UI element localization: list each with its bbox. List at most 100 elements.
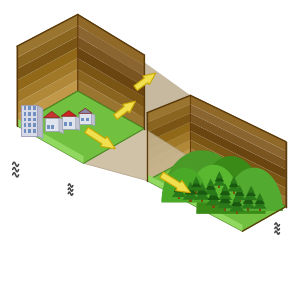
Polygon shape <box>64 122 67 126</box>
Polygon shape <box>212 203 215 208</box>
Polygon shape <box>210 193 212 197</box>
Polygon shape <box>245 192 257 200</box>
Polygon shape <box>61 111 76 116</box>
Polygon shape <box>231 197 243 206</box>
Polygon shape <box>178 195 180 199</box>
Polygon shape <box>59 118 63 134</box>
Polygon shape <box>162 150 242 202</box>
Polygon shape <box>190 183 203 191</box>
Polygon shape <box>241 199 255 209</box>
Polygon shape <box>147 174 242 231</box>
Polygon shape <box>78 108 92 113</box>
Polygon shape <box>190 104 286 160</box>
Polygon shape <box>221 190 230 199</box>
Polygon shape <box>33 118 36 121</box>
Polygon shape <box>204 185 218 194</box>
Polygon shape <box>235 188 244 196</box>
Polygon shape <box>255 196 265 204</box>
Polygon shape <box>147 113 190 142</box>
Polygon shape <box>256 193 264 201</box>
Polygon shape <box>224 207 226 211</box>
Polygon shape <box>78 58 144 108</box>
FancyArrow shape <box>85 127 115 149</box>
Polygon shape <box>219 194 231 203</box>
Polygon shape <box>78 47 144 97</box>
Polygon shape <box>191 179 201 187</box>
Polygon shape <box>184 185 196 194</box>
Polygon shape <box>24 112 26 116</box>
Polygon shape <box>17 47 78 92</box>
Polygon shape <box>44 118 59 131</box>
Polygon shape <box>214 174 224 181</box>
Polygon shape <box>83 129 190 181</box>
Polygon shape <box>183 189 198 200</box>
Polygon shape <box>78 14 190 158</box>
Polygon shape <box>190 140 286 197</box>
Polygon shape <box>236 210 238 214</box>
Polygon shape <box>190 149 286 207</box>
Polygon shape <box>86 118 89 121</box>
Polygon shape <box>52 125 54 129</box>
Polygon shape <box>28 106 31 110</box>
Polygon shape <box>78 69 144 118</box>
Polygon shape <box>28 123 31 127</box>
Polygon shape <box>17 80 78 126</box>
Polygon shape <box>190 113 286 169</box>
Polygon shape <box>147 122 190 151</box>
Polygon shape <box>229 179 239 187</box>
Polygon shape <box>195 190 197 194</box>
Polygon shape <box>233 191 246 200</box>
Polygon shape <box>224 198 226 202</box>
Polygon shape <box>81 118 84 121</box>
Polygon shape <box>233 190 235 194</box>
Polygon shape <box>198 182 206 190</box>
Polygon shape <box>189 198 192 202</box>
Polygon shape <box>91 113 95 126</box>
Polygon shape <box>78 36 144 86</box>
Polygon shape <box>28 112 31 116</box>
Polygon shape <box>213 177 226 186</box>
Polygon shape <box>207 190 220 200</box>
Polygon shape <box>78 14 144 65</box>
Polygon shape <box>17 58 78 103</box>
Polygon shape <box>28 129 31 133</box>
Polygon shape <box>190 131 286 188</box>
Polygon shape <box>17 25 78 69</box>
Polygon shape <box>232 194 241 202</box>
Polygon shape <box>78 80 144 129</box>
Polygon shape <box>76 116 80 131</box>
Polygon shape <box>225 168 283 211</box>
Polygon shape <box>69 122 72 126</box>
Polygon shape <box>186 181 195 190</box>
Polygon shape <box>172 188 186 197</box>
Polygon shape <box>17 14 78 58</box>
Polygon shape <box>17 91 144 163</box>
Polygon shape <box>220 186 231 195</box>
Polygon shape <box>24 129 26 133</box>
Polygon shape <box>162 168 208 202</box>
Polygon shape <box>196 186 208 195</box>
Polygon shape <box>17 69 78 114</box>
Polygon shape <box>175 180 183 188</box>
Polygon shape <box>196 156 266 214</box>
Polygon shape <box>207 179 214 186</box>
Polygon shape <box>24 106 26 110</box>
Polygon shape <box>37 105 43 139</box>
FancyArrow shape <box>113 101 136 119</box>
Polygon shape <box>248 186 255 192</box>
Polygon shape <box>33 106 36 110</box>
Polygon shape <box>46 125 50 129</box>
Polygon shape <box>216 171 223 178</box>
Polygon shape <box>227 183 240 191</box>
Polygon shape <box>147 131 190 161</box>
Polygon shape <box>247 207 249 211</box>
Polygon shape <box>221 183 229 191</box>
Polygon shape <box>173 184 184 192</box>
Polygon shape <box>147 95 190 123</box>
Polygon shape <box>243 195 254 204</box>
Polygon shape <box>230 176 237 184</box>
FancyArrow shape <box>134 73 156 90</box>
Polygon shape <box>229 201 244 211</box>
Polygon shape <box>201 198 203 202</box>
FancyArrow shape <box>160 172 190 193</box>
